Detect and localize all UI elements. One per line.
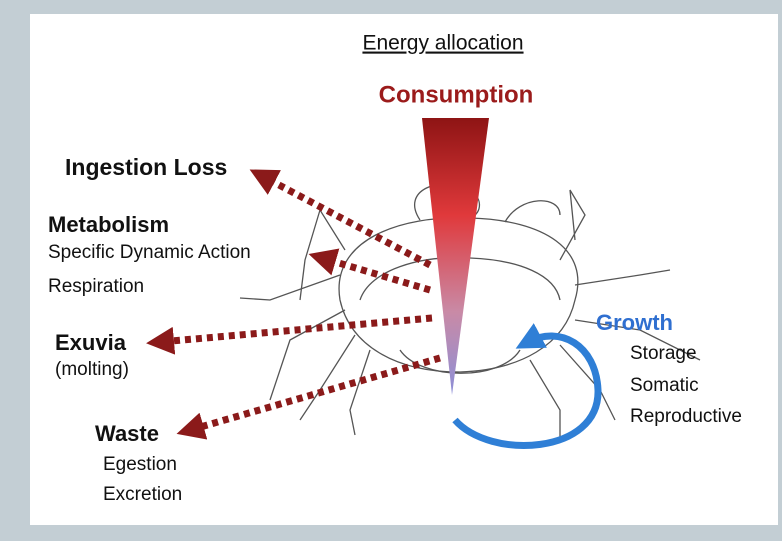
output-label: Waste: [95, 421, 159, 446]
growth-detail: Reproductive: [630, 406, 742, 427]
source-label: Consumption: [379, 81, 534, 108]
output-label: Metabolism: [48, 212, 169, 237]
output-detail: (molting): [55, 359, 129, 380]
output-detail: Egestion: [103, 454, 177, 475]
output-detail: Respiration: [48, 276, 144, 297]
title: Energy allocation: [362, 32, 523, 55]
growth-detail: Somatic: [630, 375, 699, 396]
growth-label: Growth: [596, 310, 673, 335]
growth-detail: Storage: [630, 343, 697, 364]
output-label: Exuvia: [55, 330, 127, 355]
diagram: Energy allocation Consumption Ingestion …: [0, 0, 782, 541]
output-detail: Specific Dynamic Action: [48, 242, 251, 263]
output-detail: Excretion: [103, 484, 182, 505]
output-label: Ingestion Loss: [65, 154, 227, 180]
